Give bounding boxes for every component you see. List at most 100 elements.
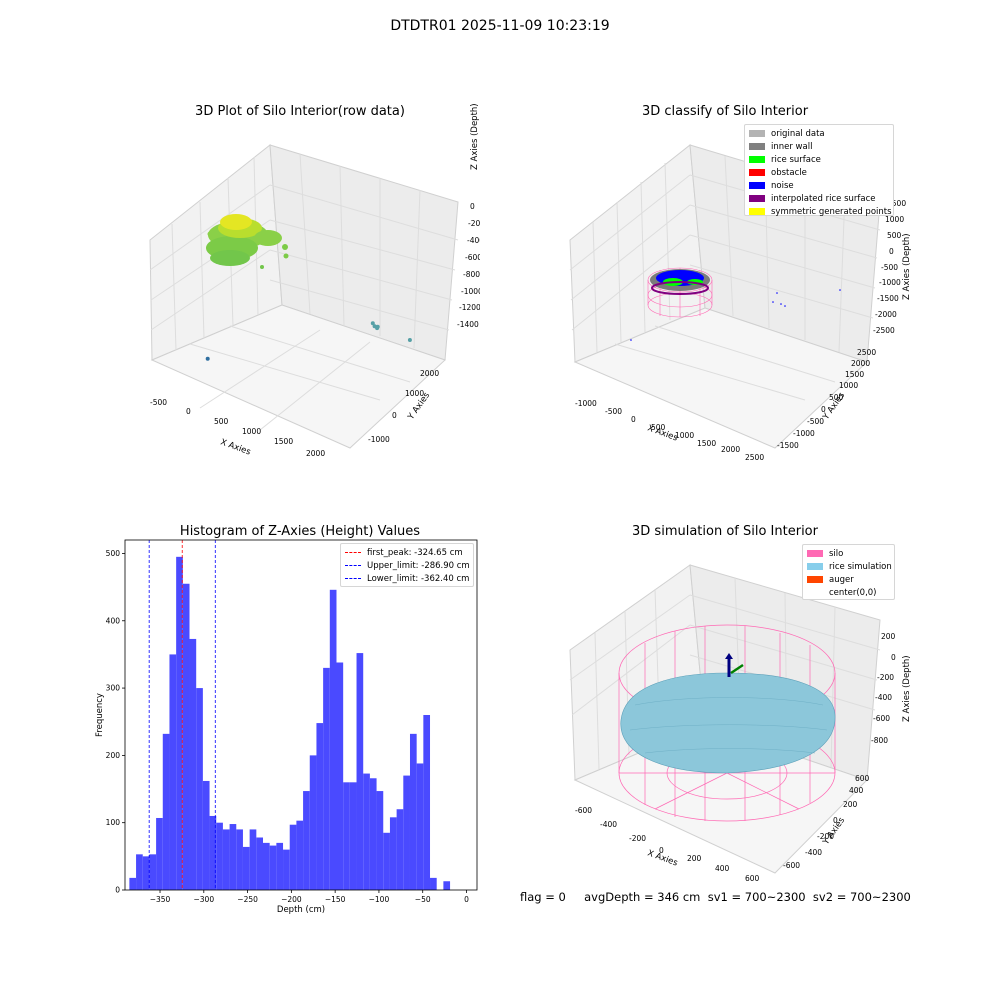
legend-swatch — [807, 550, 823, 557]
y-ticks: 0 100 200 300 400 500 — [106, 549, 125, 895]
histogram-bar — [276, 842, 284, 890]
histogram-bar — [403, 775, 410, 890]
histogram-bar — [256, 837, 263, 890]
legend-label: noise — [771, 180, 794, 191]
histogram-bar — [182, 583, 190, 890]
raw-scatter-marks — [205, 321, 412, 361]
legend-label: original data — [771, 128, 825, 139]
p4-ztick: -600 — [873, 714, 890, 723]
histogram-bar — [296, 820, 304, 890]
histogram-chart: −350 −300 −250 −200 −150 −100 −50 0 0 100 200 300 4… — [95, 539, 478, 915]
p4-ytick: 200 — [843, 800, 858, 809]
scatter-point — [375, 326, 380, 331]
p1-ztick: -200 — [468, 219, 480, 228]
legend-item: Lower_limit: -362.40 cm — [345, 572, 473, 585]
p2-ztick: -2500 — [873, 326, 895, 335]
p2-xtick: 2500 — [745, 453, 764, 460]
p2-ytick: -1000 — [793, 429, 815, 438]
p1-ztick: -1200 — [459, 303, 480, 312]
histogram-bar — [283, 849, 290, 890]
p4-xtick: 400 — [715, 864, 730, 873]
p1-xtick: 1000 — [242, 427, 261, 436]
y-tick-label: 0 — [115, 886, 120, 895]
histogram-bar — [176, 556, 183, 890]
legend-swatch — [749, 195, 765, 202]
histogram-bar — [316, 723, 324, 890]
histogram-bar — [349, 782, 357, 890]
legend-label: auger — [829, 574, 854, 585]
legend-item: symmetric generated points — [749, 205, 893, 218]
legend-swatch — [807, 563, 823, 570]
y-tick-label: 300 — [106, 684, 121, 693]
p2-ztick: 0 — [889, 247, 894, 256]
p1-ytick: 0 — [392, 411, 397, 420]
p4-xtick: -400 — [600, 820, 617, 829]
histogram-bar — [309, 755, 317, 890]
legend-swatch — [749, 143, 765, 150]
interpolated-surface-mark — [651, 281, 709, 295]
p2-ztick: 1000 — [885, 215, 904, 224]
histogram-bar — [196, 688, 203, 890]
histogram-bar — [156, 817, 163, 890]
legend-label: interpolated rice surface — [771, 193, 876, 204]
histogram-bar — [409, 733, 417, 890]
p4-ztick: -400 — [875, 693, 892, 702]
p2-ytick: -1500 — [777, 441, 799, 450]
histogram-bar — [376, 791, 384, 890]
legend-label: first_peak: -324.65 cm — [367, 547, 463, 558]
histogram-bar — [136, 854, 143, 890]
legend-swatch — [807, 576, 823, 583]
legend-item: rice surface — [749, 153, 893, 166]
p2-xtick: 0 — [631, 415, 636, 424]
y-tick-label: 500 — [106, 549, 121, 558]
p4-ztick: -200 — [877, 673, 894, 682]
histogram-bar — [343, 782, 350, 890]
p2-xtick: 2000 — [721, 445, 740, 454]
legend-label: inner wall — [771, 141, 813, 152]
scatter-point — [407, 338, 412, 342]
p1-xtick: -500 — [150, 398, 167, 407]
p4-xtick: -600 — [575, 806, 592, 815]
legend-label: symmetric generated points — [771, 206, 892, 217]
p2-ytick: -500 — [807, 417, 824, 426]
legend-item: auger — [807, 573, 894, 586]
histogram-bar — [289, 824, 297, 890]
histogram-bar — [229, 824, 237, 890]
histogram-bar — [202, 780, 210, 890]
p4-ytick: 0 — [833, 816, 838, 825]
histogram-bar — [222, 829, 230, 890]
histogram-bar — [263, 842, 270, 890]
histogram-bar — [430, 877, 437, 890]
legend-label: silo — [829, 548, 844, 559]
raw-point-cloud — [206, 214, 289, 269]
x-tick-label: −100 — [369, 895, 390, 904]
p2-ytick: 500 — [829, 393, 844, 402]
panel4-legend: silo rice simulation auger center(0,0) — [802, 544, 895, 600]
panel1-title: 3D Plot of Silo Interior(row data) — [195, 104, 405, 119]
histogram-bar — [396, 809, 404, 890]
legend-item: interpolated rice surface — [749, 192, 893, 205]
x-tick-label: −50 — [415, 895, 431, 904]
legend-swatch — [749, 156, 765, 163]
p4-ytick: -200 — [817, 832, 834, 841]
legend-swatch — [749, 208, 765, 215]
p1-ytick: -1000 — [368, 435, 390, 444]
legend-label: rice surface — [771, 154, 821, 165]
histogram-bar — [303, 791, 310, 890]
p2-xtick: -1000 — [575, 399, 597, 408]
legend-swatch — [749, 182, 765, 189]
histogram-bar — [169, 654, 177, 890]
p1-ztick: -800 — [463, 270, 480, 279]
histogram-bar — [242, 846, 250, 890]
histogram-vlines — [148, 540, 216, 890]
p4-xtick: 600 — [745, 874, 760, 883]
p2-ztick: -2000 — [875, 310, 897, 319]
histogram-bar — [249, 829, 257, 890]
y-tick-label: 400 — [106, 616, 121, 625]
histogram-bar — [416, 763, 424, 890]
p2-ztick: 500 — [887, 231, 902, 240]
x-tick-label: −200 — [281, 895, 302, 904]
histogram-bar — [383, 832, 390, 890]
histogram-legend: first_peak: -324.65 cm Upper_limit: -286… — [340, 543, 474, 587]
panel4-3d-plot: -600 -400 -200 0 200 400 600 -600 -400 -… — [569, 564, 896, 883]
